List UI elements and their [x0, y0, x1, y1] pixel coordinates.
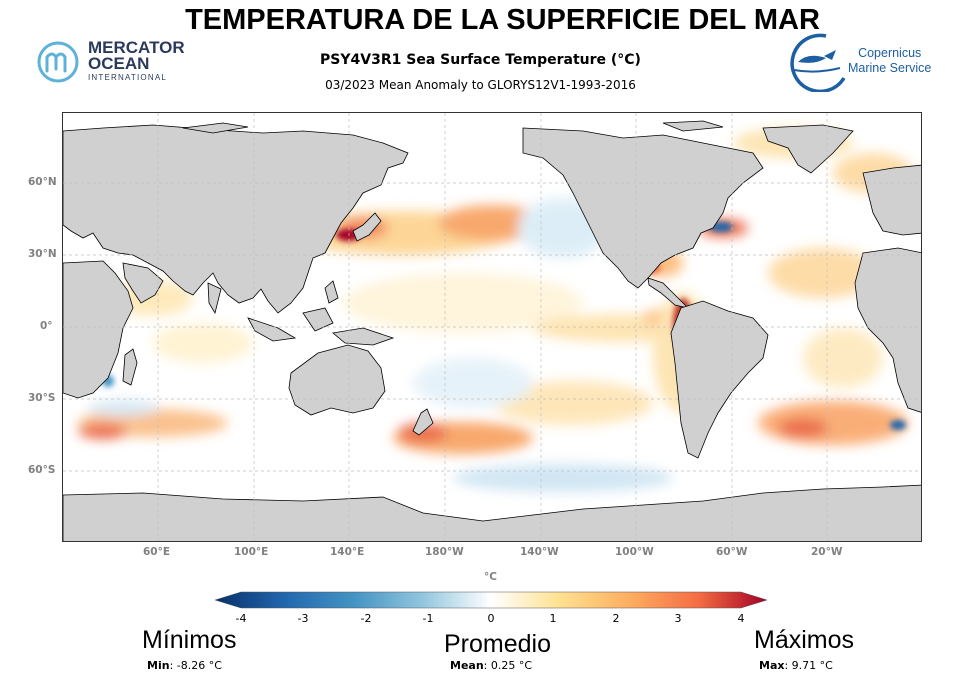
- max-title: Máximos: [754, 626, 855, 654]
- lon-label-100w: 100°W: [615, 546, 654, 558]
- lat-label-30s: 30°S: [28, 392, 56, 404]
- lat-label-60n: 60°N: [28, 176, 57, 188]
- lon-label-140e: 140°E: [330, 546, 365, 558]
- copernicus-text: Copernicus: [858, 46, 922, 60]
- lat-label-60s: 60°S: [28, 464, 56, 476]
- colorbar-unit-label: °C: [484, 571, 497, 583]
- min-value-line: Min: -8.26 °C: [147, 659, 222, 672]
- mercator-text: MERCATOR: [88, 38, 185, 57]
- colorbar-tick: 0: [487, 612, 495, 625]
- min-value: : -8.26 °C: [169, 659, 222, 672]
- marine-service-text: Marine Service: [848, 61, 932, 75]
- max-label: Max: [759, 659, 785, 672]
- max-value: : 9.71 °C: [784, 659, 833, 672]
- ocean-text: OCEAN: [88, 54, 150, 73]
- colorbar-tick: -1: [422, 612, 434, 625]
- max-value-line: Max: 9.71 °C: [759, 659, 833, 672]
- mercator-ocean-logo: MERCATOR OCEAN INTERNATIONAL: [36, 38, 196, 90]
- lon-label-180w: 180°W: [425, 546, 464, 558]
- lon-label-100e: 100°E: [234, 546, 269, 558]
- colorbar-tick: -3: [297, 612, 309, 625]
- copernicus-fish-icon: [790, 33, 846, 92]
- sst-anomaly-map: [62, 112, 922, 542]
- lon-label-140w: 140°W: [520, 546, 559, 558]
- colorbar: [215, 591, 767, 609]
- lon-label-20w: 20°W: [811, 546, 843, 558]
- copernicus-marine-logo: Copernicus Marine Service: [786, 32, 936, 92]
- colorbar-tick: 2: [612, 612, 620, 625]
- map-canvas: [63, 113, 921, 541]
- lat-label-30n: 30°N: [28, 248, 57, 260]
- lon-label-60w: 60°W: [716, 546, 748, 558]
- mean-label: Mean: [450, 659, 484, 672]
- colorbar-tick: -4: [235, 612, 247, 625]
- mercator-m-icon: [37, 41, 79, 83]
- map-subtitle: 03/2023 Mean Anomaly to GLORYS12V1-1993-…: [325, 78, 636, 92]
- mean-value-line: Mean: 0.25 °C: [450, 659, 532, 672]
- colorbar-tick: 1: [549, 612, 557, 625]
- colorbar-tick: 3: [674, 612, 682, 625]
- min-label: Min: [147, 659, 170, 672]
- lon-label-60e: 60°E: [143, 546, 171, 558]
- colorbar-tick: -2: [360, 612, 372, 625]
- min-title: Mínimos: [142, 626, 237, 654]
- colorbar-tick: 4: [737, 612, 745, 625]
- page-title: TEMPERATURA DE LA SUPERFICIE DEL MAR: [185, 4, 820, 36]
- international-text: INTERNATIONAL: [88, 73, 168, 82]
- land-masses: [63, 120, 921, 541]
- map-title: PSY4V3R1 Sea Surface Temperature (°C): [320, 52, 641, 68]
- lat-label-0: 0°: [40, 320, 53, 332]
- mean-value: : 0.25 °C: [483, 659, 533, 672]
- mean-title: Promedio: [444, 630, 551, 658]
- gridlines: [63, 113, 921, 541]
